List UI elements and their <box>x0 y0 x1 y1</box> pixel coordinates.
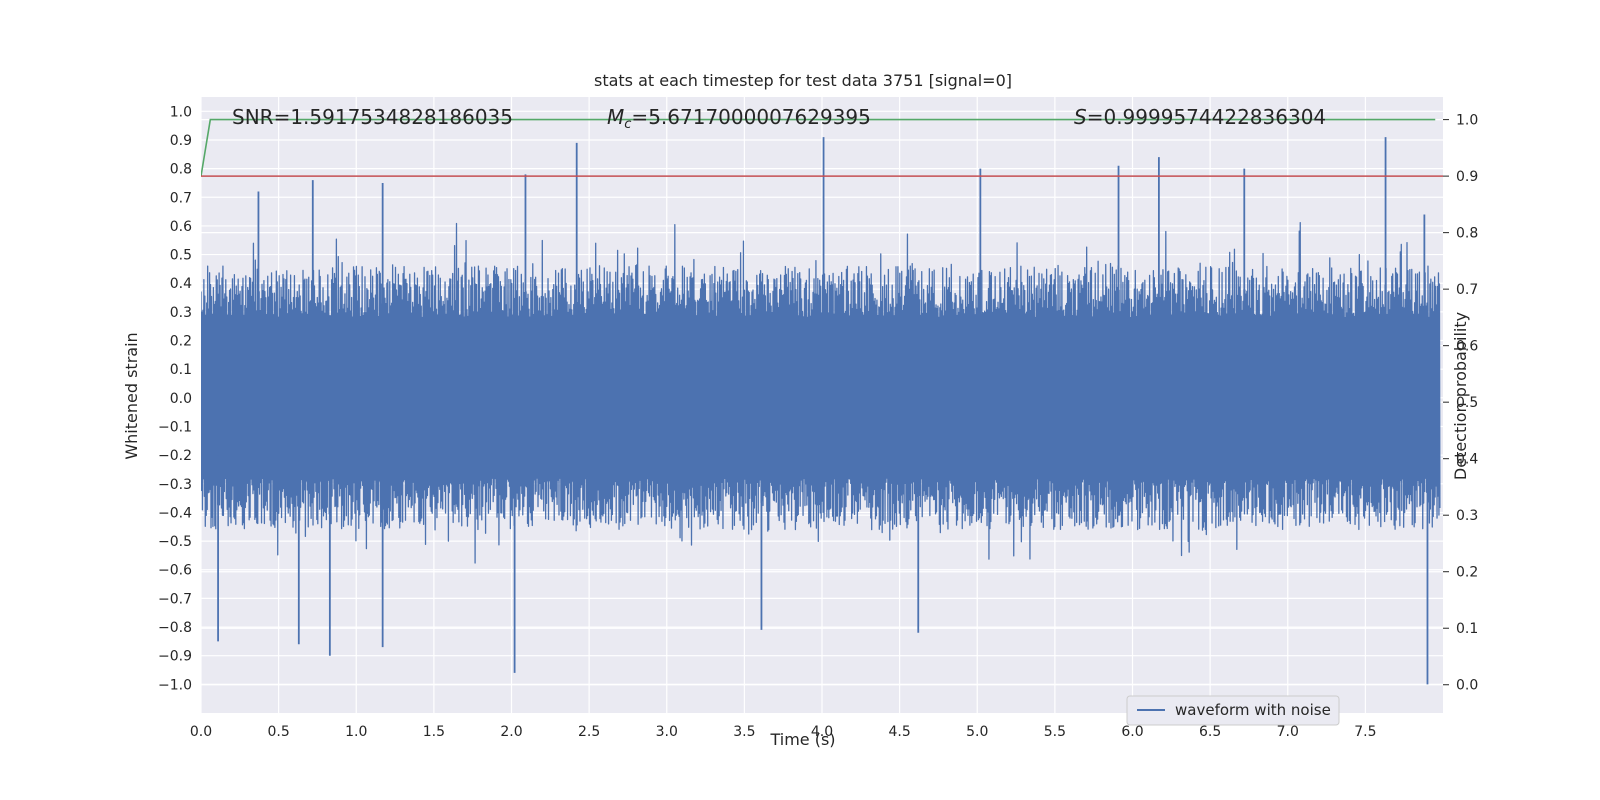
y-tick-label: 1.0 <box>170 104 192 120</box>
ticks-layer: 0.0 0.5 1.0 1.5 2.0 2.5 3.0 3.5 4.0 4.5 5.0 5.5 6.0 6… <box>158 104 1478 740</box>
y2-tick-label: 0.8 <box>1456 226 1478 242</box>
y-tick-label: −0.7 <box>158 591 192 607</box>
x-tick-label: 4.5 <box>888 724 910 740</box>
y2-axis-label: Detection probability <box>1451 312 1470 480</box>
waveform-line <box>201 222 1441 564</box>
y-tick-label: 0.6 <box>170 219 192 235</box>
legend: waveform with noise <box>1126 695 1340 726</box>
x-tick-label: 6.5 <box>1199 724 1221 740</box>
x-tick-label: 1.5 <box>423 724 445 740</box>
y-tick-label: −0.6 <box>158 563 192 579</box>
y2-tick-label: 0.7 <box>1456 282 1478 298</box>
detection-probability-line <box>201 118 1436 177</box>
y-tick-label: −0.9 <box>158 649 192 665</box>
y-tick-label: −1.0 <box>158 677 192 693</box>
y-tick-label: −0.5 <box>158 534 192 550</box>
y-tick-label: −0.8 <box>158 620 192 636</box>
y-tick-label: 0.8 <box>170 162 192 178</box>
y2-tick-label: 0.3 <box>1456 508 1478 524</box>
legend-label: waveform with noise <box>1175 701 1331 719</box>
s-label: S <box>1074 105 1087 129</box>
x-tick-label: 2.5 <box>578 724 600 740</box>
x-tick-label: 5.5 <box>1044 724 1066 740</box>
snr-label: SNR <box>232 105 274 129</box>
chart-title: stats at each timestep for test data 375… <box>594 71 1012 90</box>
x-tick-label: 6.0 <box>1121 724 1143 740</box>
y2-tick-label: 0.4 <box>1456 452 1478 468</box>
y-tick-label: −0.3 <box>158 477 192 493</box>
x-tick-label: 5.0 <box>966 724 988 740</box>
y2-tick-label: 0.1 <box>1456 621 1478 637</box>
s-value: 0.9999574422836304 <box>1103 105 1326 129</box>
y-axis-label: Whitened strain <box>122 332 141 459</box>
x-tick-label: 0.5 <box>267 724 289 740</box>
mc-label: M <box>607 105 624 129</box>
mc-annotation: Mc=5.6717000007629395 <box>607 105 871 132</box>
x-tick-label: 0.0 <box>190 724 212 740</box>
waveform-layer <box>201 137 1441 685</box>
mc-subscript: c <box>624 117 631 132</box>
y-tick-label: 0.5 <box>170 248 192 264</box>
y2-tick-label: 0.9 <box>1456 169 1478 185</box>
y-tick-label: 0.4 <box>170 276 192 292</box>
x-tick-label: 3.5 <box>733 724 755 740</box>
mc-value: 5.6717000007629395 <box>648 105 871 129</box>
y2-tick-label: 0.6 <box>1456 339 1478 355</box>
y2-tick-label: 0.2 <box>1456 565 1478 581</box>
x-tick-label: 7.0 <box>1277 724 1299 740</box>
y2-tick-label: 1.0 <box>1456 113 1478 129</box>
legend-box <box>1126 695 1340 726</box>
x-tick-label: 7.5 <box>1354 724 1376 740</box>
s-annotation: S=0.9999574422836304 <box>1074 105 1326 129</box>
y-tick-label: −0.4 <box>158 505 192 521</box>
x-tick-label: 4.0 <box>811 724 833 740</box>
snr-value: 1.5917534828186035 <box>290 105 513 129</box>
y2-tick-label: 0.5 <box>1456 395 1478 411</box>
snr-annotation: SNR=1.5917534828186035 <box>232 105 513 129</box>
x-axis-label: Time (s) <box>769 730 835 749</box>
y-tick-label: 0.9 <box>170 133 192 149</box>
y-tick-label: 0.1 <box>170 362 192 378</box>
y-tick-label: −0.2 <box>158 448 192 464</box>
y-tick-label: 0.7 <box>170 190 192 206</box>
x-tick-label: 3.0 <box>656 724 678 740</box>
x-tick-label: 2.0 <box>500 724 522 740</box>
y2-tick-label: 0.0 <box>1456 678 1478 694</box>
x-tick-label: 1.0 <box>345 724 367 740</box>
y-tick-label: 0.2 <box>170 334 192 350</box>
probability-layer <box>201 118 1443 177</box>
y-tick-label: −0.1 <box>158 419 192 435</box>
y-tick-label: 0.0 <box>170 391 192 407</box>
y-tick-label: 0.3 <box>170 305 192 321</box>
